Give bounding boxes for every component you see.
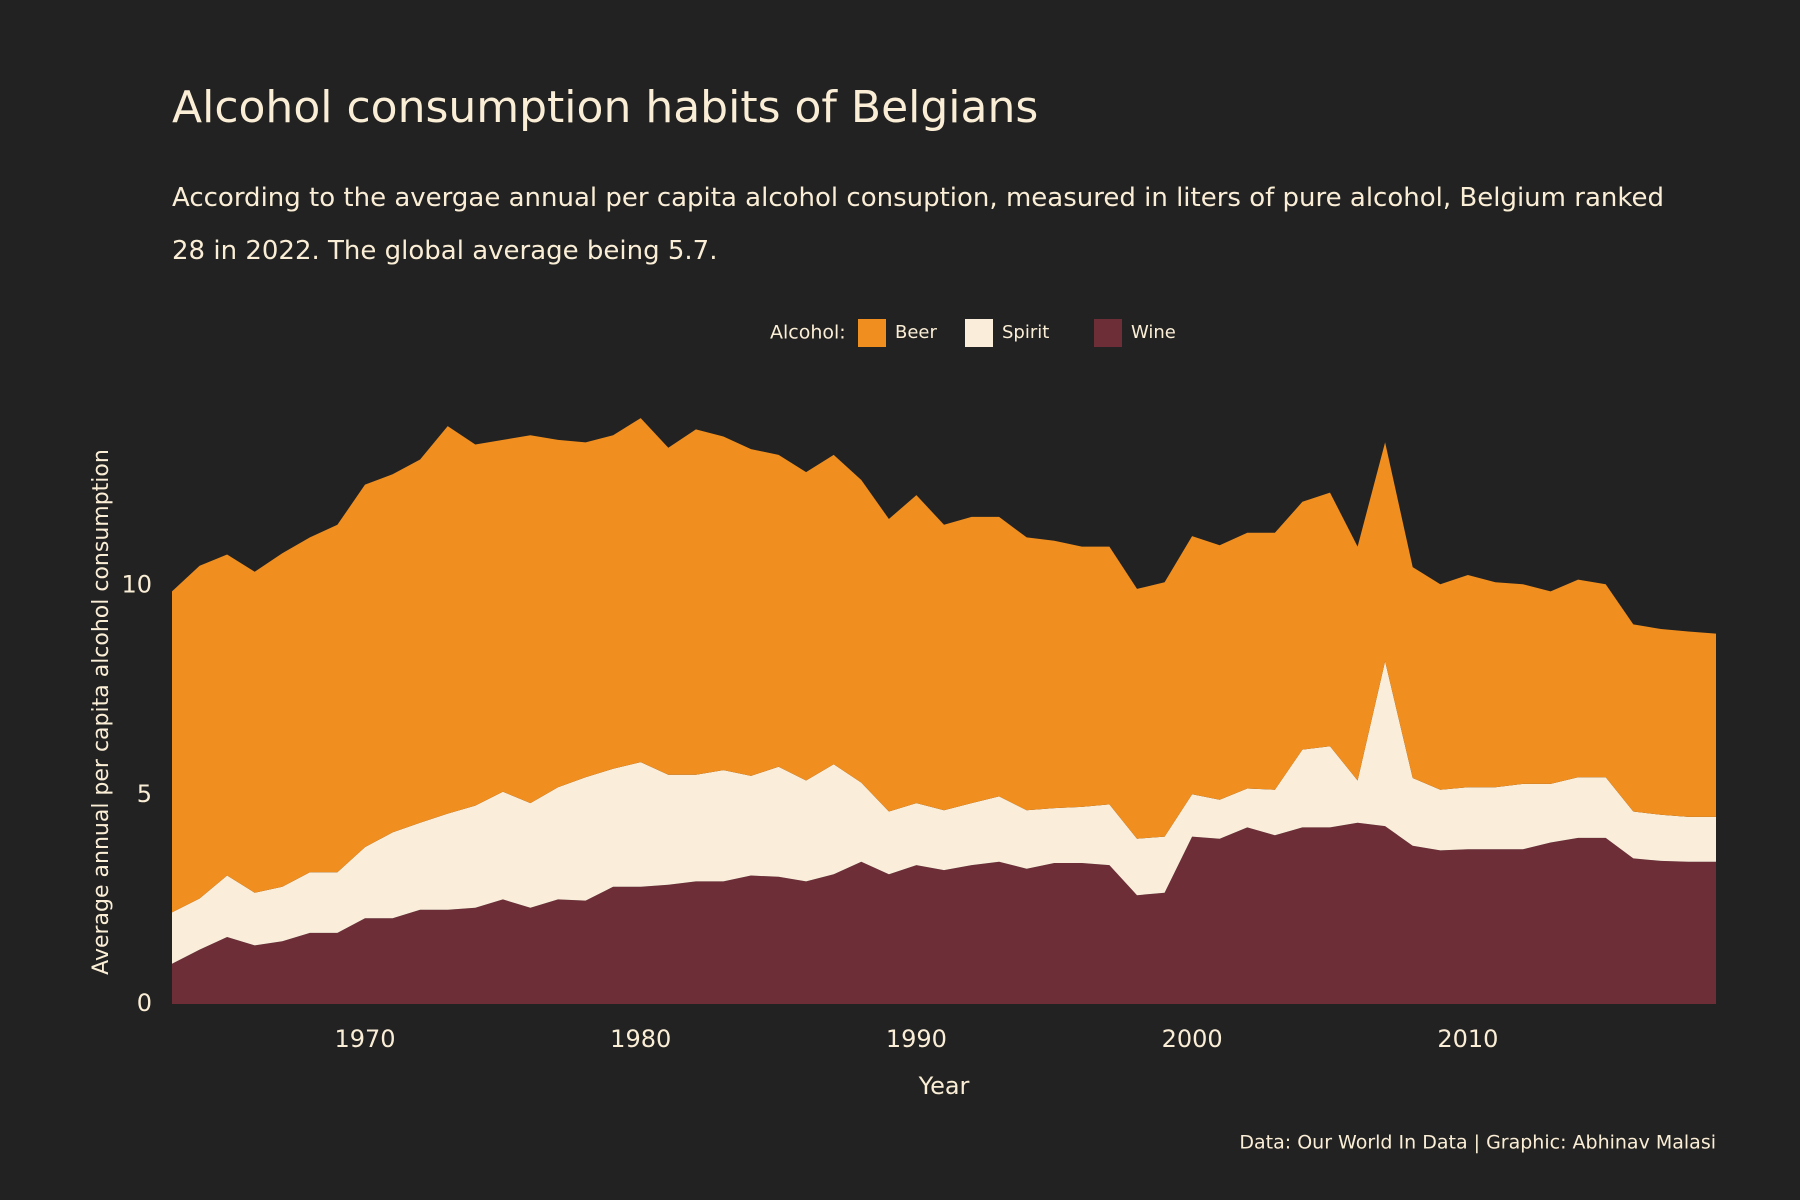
x-tick-label: 1990 bbox=[886, 1025, 947, 1053]
x-tick-label: 1970 bbox=[334, 1025, 395, 1053]
x-tick-label: 2000 bbox=[1162, 1025, 1223, 1053]
y-tick-label: 0 bbox=[137, 989, 152, 1017]
legend-label: Wine bbox=[1131, 322, 1176, 343]
y-axis-label: Average annual per capita alcohol consum… bbox=[89, 449, 114, 975]
legend-label: Beer bbox=[895, 322, 937, 343]
area bbox=[172, 418, 1716, 913]
legend-label: Spirit bbox=[1002, 322, 1049, 343]
chart-title: Alcohol consumption habits of Belgians bbox=[172, 82, 1039, 133]
area bbox=[172, 661, 1716, 964]
x-tick-label: 1980 bbox=[610, 1025, 671, 1053]
y-tick-label: 10 bbox=[121, 571, 152, 599]
y-tick-label: 5 bbox=[137, 780, 152, 808]
legend-swatch bbox=[1094, 319, 1122, 347]
legend-swatch bbox=[858, 319, 886, 347]
x-axis-label: Year bbox=[918, 1072, 970, 1100]
caption: Data: Our World In Data | Graphic: Abhin… bbox=[1239, 1132, 1716, 1154]
legend-swatch bbox=[965, 319, 993, 347]
area bbox=[172, 822, 1716, 1004]
x-tick-label: 2010 bbox=[1437, 1025, 1498, 1053]
chart-subtitle: According to the avergae annual per capi… bbox=[172, 183, 1664, 266]
legend-title: Alcohol: bbox=[770, 322, 846, 344]
